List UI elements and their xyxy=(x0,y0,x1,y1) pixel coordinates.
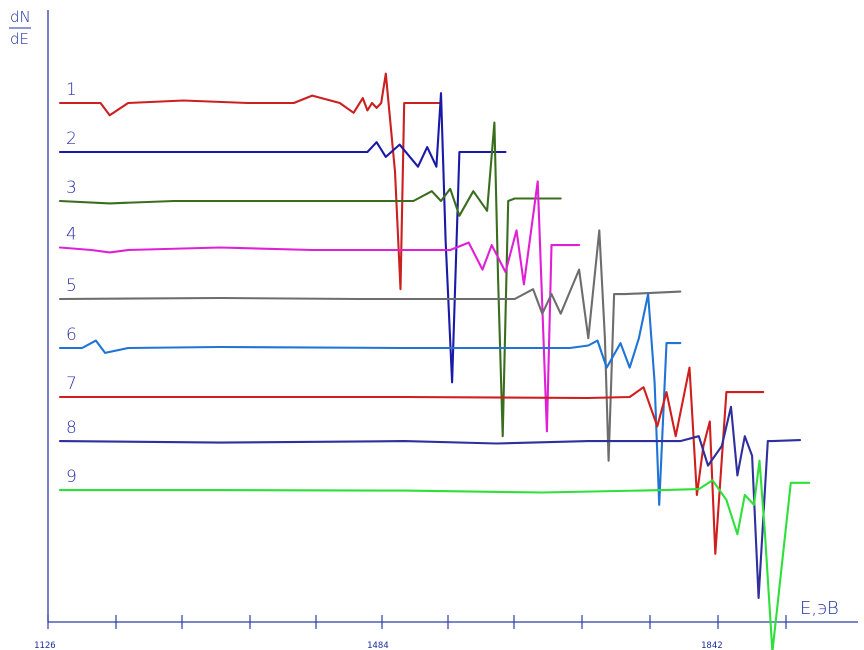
x-ticks xyxy=(47,615,787,629)
series-line-2 xyxy=(58,92,507,384)
x-tick-labels: 1126 1484 1842 xyxy=(34,641,723,650)
series-line-1 xyxy=(58,72,443,291)
series-line-5 xyxy=(58,229,682,462)
x-tick-label: 1842 xyxy=(701,641,723,650)
y-axis-label-top: dN xyxy=(10,8,31,26)
series-line-7 xyxy=(58,366,765,555)
series-line-3 xyxy=(58,121,562,438)
x-tick-label: 1126 xyxy=(34,641,56,650)
series-label-4: 4 xyxy=(66,225,77,245)
series-label-2: 2 xyxy=(66,129,77,149)
series-label-5: 5 xyxy=(66,276,77,296)
x-axis-label: E,эВ xyxy=(800,598,839,619)
series-line-9 xyxy=(58,459,811,650)
series-layer xyxy=(58,72,811,650)
series-line-4 xyxy=(58,180,581,433)
x-tick-label: 1484 xyxy=(367,641,389,650)
series-label-7: 7 xyxy=(66,374,77,394)
series-label-3: 3 xyxy=(66,178,77,198)
series-label-9: 9 xyxy=(66,467,77,487)
series-label-1: 1 xyxy=(66,80,77,100)
series-label-8: 8 xyxy=(66,418,77,438)
y-axis-label-bottom: dE xyxy=(10,30,29,48)
series-label-6: 6 xyxy=(66,325,77,345)
axes xyxy=(47,10,858,623)
series-line-6 xyxy=(58,293,682,506)
series-line-8 xyxy=(58,405,802,599)
series-labels: 1 2 3 4 5 6 7 8 9 xyxy=(66,80,77,487)
